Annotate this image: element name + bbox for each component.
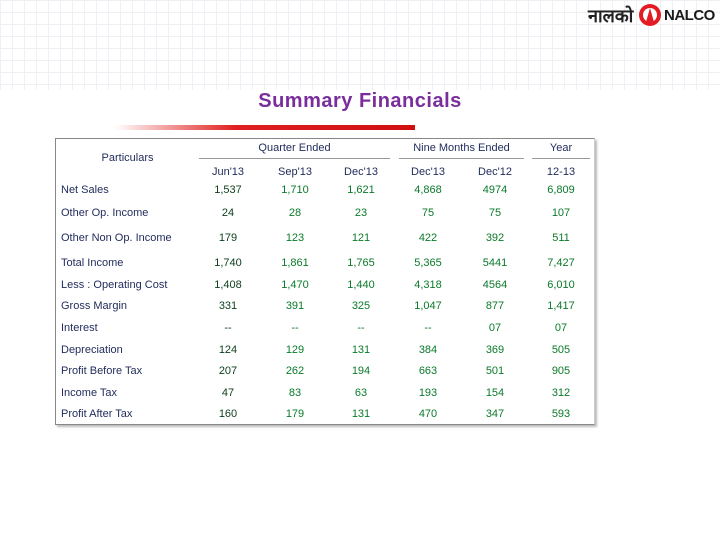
cell-value: 1,408 xyxy=(214,279,242,291)
cell-value: 1,047 xyxy=(414,300,442,312)
title-underline xyxy=(115,125,415,130)
row-label: Depreciation xyxy=(61,344,123,356)
column-header: Dec'12 xyxy=(478,166,512,178)
cell-value: 391 xyxy=(285,300,305,312)
row-label: Other Op. Income xyxy=(61,207,149,219)
cell-value: 160 xyxy=(218,408,238,420)
cell-value: 4,318 xyxy=(414,279,442,291)
cell-value: 5441 xyxy=(482,257,508,269)
cell-value: 4974 xyxy=(482,184,508,196)
cell-value: 312 xyxy=(551,387,571,399)
cell-value: 501 xyxy=(485,365,505,377)
cell-value: 1,537 xyxy=(214,184,242,196)
group-header: Nine Months Ended xyxy=(413,142,510,154)
cell-value: 47 xyxy=(221,387,235,399)
cell-value: 4564 xyxy=(482,279,508,291)
financial-table xyxy=(55,138,595,425)
cell-value: 207 xyxy=(218,365,238,377)
cell-value: 1,861 xyxy=(281,257,309,269)
cell-value: 129 xyxy=(285,344,305,356)
cell-value: 179 xyxy=(285,408,305,420)
cell-value: 422 xyxy=(418,232,438,244)
cell-value: 347 xyxy=(485,408,505,420)
cell-value: 1,710 xyxy=(281,184,309,196)
cell-value: -- xyxy=(291,322,299,334)
cell-value: 6,809 xyxy=(547,184,575,196)
background-grid xyxy=(0,0,720,90)
row-label: Profit Before Tax xyxy=(61,365,143,377)
row-label: Gross Margin xyxy=(61,300,128,312)
cell-value: 511 xyxy=(552,232,570,244)
row-label: Interest xyxy=(61,322,98,334)
cell-value: 131 xyxy=(351,344,371,356)
cell-value: 07 xyxy=(488,322,502,334)
cell-value: 28 xyxy=(288,207,302,219)
cell-value: 107 xyxy=(551,207,571,219)
cell-value: 331 xyxy=(218,300,238,312)
group-rule xyxy=(199,158,390,159)
cell-value: 1,740 xyxy=(214,257,242,269)
column-header: Dec'13 xyxy=(344,166,378,178)
cell-value: -- xyxy=(424,322,432,334)
group-header: Quarter Ended xyxy=(258,142,331,154)
cell-value: 5,365 xyxy=(414,257,442,269)
cell-value: 1,765 xyxy=(347,257,375,269)
cell-value: 24 xyxy=(221,207,235,219)
cell-value: 6,010 xyxy=(547,279,575,291)
cell-value: 131 xyxy=(351,408,371,420)
cell-value: 593 xyxy=(551,408,571,420)
column-header: 12-13 xyxy=(546,166,576,178)
cell-value: 392 xyxy=(485,232,505,244)
cell-value: 663 xyxy=(418,365,438,377)
particulars-header: Particulars xyxy=(101,152,154,164)
cell-value: 179 xyxy=(218,232,238,244)
group-header: Year xyxy=(549,142,573,154)
logo-hindi: नालको xyxy=(588,6,634,26)
cell-value: 325 xyxy=(351,300,371,312)
cell-value: -- xyxy=(224,322,232,334)
cell-value: 384 xyxy=(418,344,438,356)
column-header: Jun'13 xyxy=(211,166,245,178)
cell-value: 75 xyxy=(421,207,435,219)
cell-value: 877 xyxy=(485,300,505,312)
cell-value: 4,868 xyxy=(414,184,442,196)
column-header: Dec'13 xyxy=(411,166,445,178)
cell-value: 07 xyxy=(554,322,568,334)
cell-value: 123 xyxy=(285,232,305,244)
cell-value: 1,440 xyxy=(347,279,375,291)
cell-value: 154 xyxy=(485,387,505,399)
cell-value: 121 xyxy=(351,232,371,244)
group-rule xyxy=(399,158,524,159)
cell-value: 369 xyxy=(485,344,505,356)
row-label: Other Non Op. Income xyxy=(61,232,172,244)
row-label: Income Tax xyxy=(61,387,118,399)
cell-value: 124 xyxy=(218,344,238,356)
row-label: Profit After Tax xyxy=(61,408,133,420)
cell-value: 23 xyxy=(354,207,368,219)
cell-value: 7,427 xyxy=(547,257,575,269)
cell-value: 75 xyxy=(488,207,502,219)
cell-value: 905 xyxy=(551,365,571,377)
cell-value: 470 xyxy=(418,408,438,420)
logo-text: NALCO xyxy=(664,7,715,24)
cell-value: 262 xyxy=(285,365,305,377)
cell-value: -- xyxy=(357,322,365,334)
cell-value: 194 xyxy=(351,365,371,377)
group-rule xyxy=(532,158,590,159)
cell-value: 193 xyxy=(418,387,438,399)
slide-title: Summary Financials xyxy=(258,90,462,112)
logo-icon xyxy=(639,4,661,26)
column-header: Sep'13 xyxy=(278,166,312,178)
row-label: Total Income xyxy=(61,257,124,269)
cell-value: 1,470 xyxy=(281,279,309,291)
cell-value: 63 xyxy=(354,387,368,399)
cell-value: 505 xyxy=(551,344,571,356)
row-label: Net Sales xyxy=(61,184,109,196)
cell-value: 1,417 xyxy=(547,300,575,312)
cell-value: 83 xyxy=(288,387,302,399)
cell-value: 1,621 xyxy=(347,184,375,196)
row-label: Less : Operating Cost xyxy=(61,279,168,291)
